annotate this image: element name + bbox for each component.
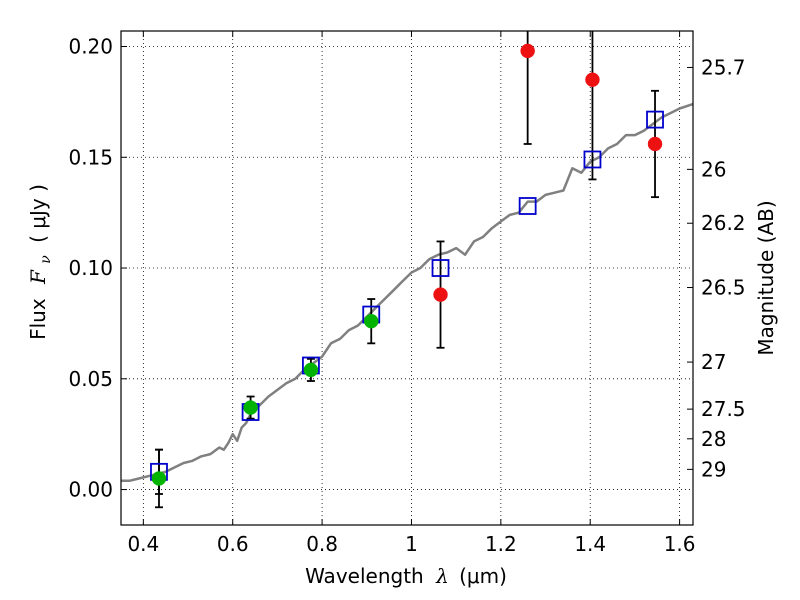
model-photometry-square (646, 110, 664, 129)
photometry-point (151, 471, 167, 486)
x-tick-label: 1 (405, 532, 418, 556)
x-tick-label: 1.4 (574, 532, 606, 556)
photometry-point (585, 72, 600, 87)
plot-area (121, 31, 693, 509)
y2-tick-label: 27.5 (701, 397, 746, 421)
model-photometry-square (518, 197, 537, 215)
model-photometry-square (583, 150, 602, 169)
photometry-point (647, 136, 663, 152)
y-tick-label: 0.10 (68, 256, 113, 280)
y-tick-label: 0.15 (68, 145, 113, 169)
y2-tick-label: 28 (701, 427, 726, 451)
photometry-point (520, 43, 535, 59)
photometry-point (364, 313, 379, 329)
photometry-point (433, 287, 448, 302)
y2-tick-label: 26 (701, 157, 726, 181)
y-axis-label: Flux F ν ( μJy ) (26, 184, 55, 340)
axis-ticks: 0.4 0.6 0.8 1 1.2 1.4 1.6 0.00 0.05 0.10 0.15 0.20 2… (68, 31, 746, 556)
y2-tick-label: 25.7 (701, 55, 746, 79)
y2-tick-label: 27 (701, 350, 726, 374)
y2-tick-label: 29 (701, 457, 726, 481)
x-tick-label: 1.2 (485, 532, 517, 556)
y-tick-label: 0.20 (68, 35, 113, 59)
y2-axis-label: Magnitude (AB) (754, 200, 778, 355)
x-tick-label: 0.8 (306, 532, 338, 556)
y2-tick-label: 26.5 (701, 276, 746, 300)
model-spectrum-line (121, 102, 693, 482)
x-tick-label: 0.4 (127, 532, 159, 556)
photometry-point (303, 362, 319, 378)
y-tick-label: 0.05 (68, 367, 113, 391)
photometry-point (243, 400, 258, 415)
x-tick-label: 0.6 (217, 532, 249, 556)
x-axis-label: Wavelength λ (μm) (305, 564, 507, 588)
x-tick-label: 1.6 (664, 532, 696, 556)
y2-tick-label: 26.2 (701, 211, 746, 235)
axes-frame (120, 30, 694, 526)
model-photometry-square (431, 259, 450, 277)
y-tick-label: 0.00 (68, 478, 113, 502)
